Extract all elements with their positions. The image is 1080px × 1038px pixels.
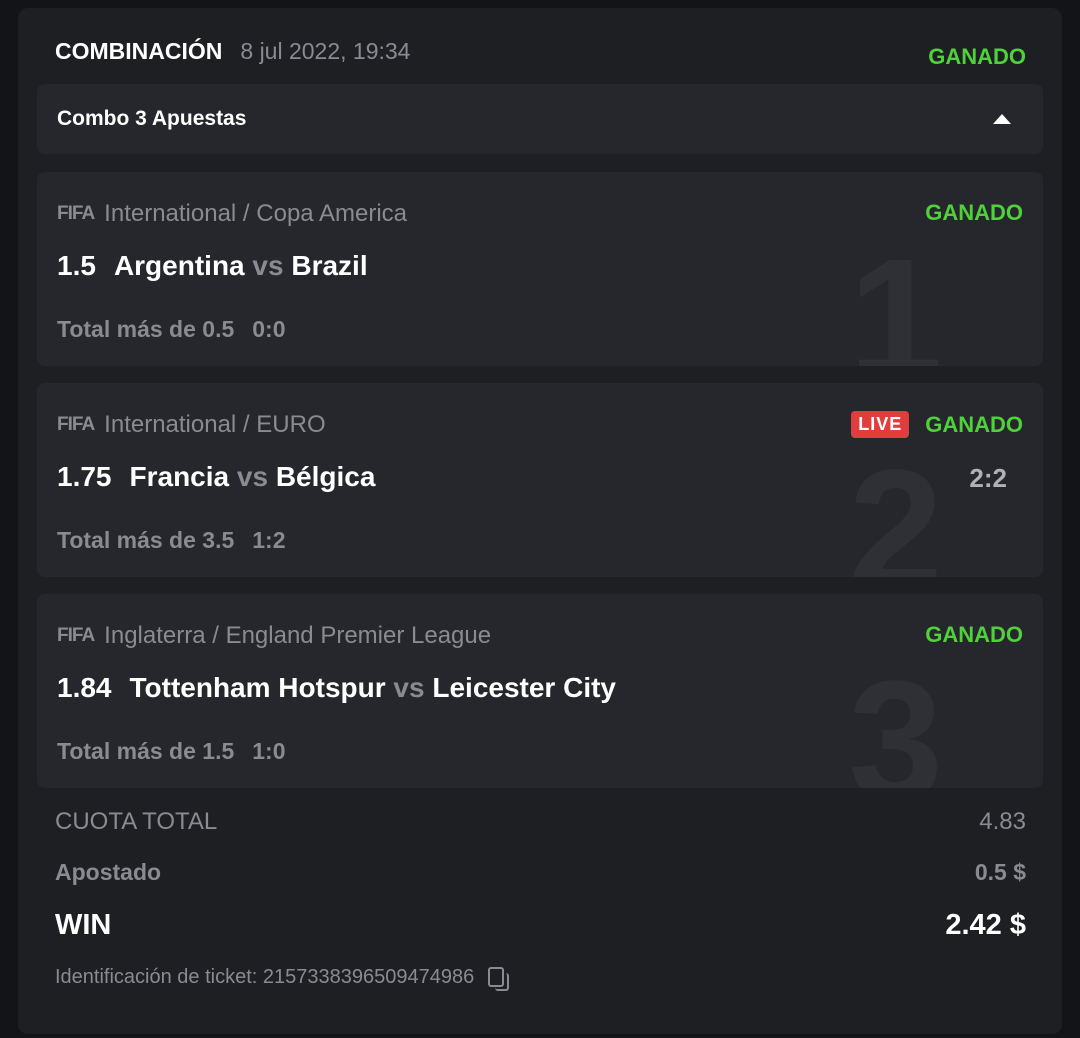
- market-score: 0:0: [252, 316, 286, 342]
- bet-index: 3: [848, 656, 943, 788]
- win-row: WIN 2.42 $: [55, 909, 1026, 942]
- market: Total más de 1.5: [57, 738, 235, 764]
- ticket-id-text: Identificación de ticket: 21573383965094…: [55, 966, 475, 988]
- vs-label: vs: [252, 250, 284, 281]
- bet-item: 2 FIFA International / EURO LIVE GANADO 2:…: [37, 383, 1043, 577]
- odds: 1.84: [57, 672, 112, 703]
- staked-label: Apostado: [55, 859, 162, 885]
- fifa-logo-icon: FIFA: [57, 625, 95, 646]
- away-team: Leicester City: [432, 672, 616, 703]
- bet-index: 2: [848, 445, 943, 577]
- total-odds-value: 4.83: [979, 808, 1026, 835]
- league: International / EURO: [104, 411, 326, 438]
- total-odds-row: CUOTA TOTAL 4.83: [55, 808, 1026, 836]
- win-label: WIN: [55, 909, 112, 941]
- vs-label: vs: [393, 672, 425, 703]
- league: Inglaterra / England Premier League: [104, 622, 492, 649]
- ticket-status: GANADO: [928, 44, 1026, 69]
- home-team: Tottenham Hotspur: [129, 672, 386, 703]
- home-team: Francia: [129, 461, 230, 492]
- live-badge: LIVE: [851, 411, 910, 438]
- match: 1.75 Francia vs Bélgica: [57, 461, 375, 493]
- bet-datetime: 8 jul 2022, 19:34: [240, 38, 411, 64]
- ticket-header: COMBINACIÓN 8 jul 2022, 19:34: [55, 38, 410, 65]
- odds: 1.5: [57, 250, 96, 281]
- market-score: 1:2: [252, 527, 286, 553]
- match: 1.84 Tottenham Hotspur vs Leicester City: [57, 672, 616, 704]
- bet-status: GANADO: [925, 200, 1023, 225]
- away-team: Brazil: [291, 250, 368, 281]
- bet-status: GANADO: [925, 622, 1023, 647]
- bet-status: GANADO: [925, 411, 1023, 437]
- fifa-logo-icon: FIFA: [57, 414, 95, 435]
- ticket-id: Identificación de ticket: 21573383965094…: [55, 966, 510, 991]
- fifa-logo-icon: FIFA: [57, 203, 95, 224]
- total-odds-label: CUOTA TOTAL: [55, 808, 218, 835]
- match: 1.5 Argentina vs Brazil: [57, 250, 368, 282]
- combo-toggle[interactable]: Combo 3 Apuestas: [37, 84, 1043, 154]
- vs-label: vs: [236, 461, 269, 492]
- caret-up-icon: [993, 114, 1011, 124]
- bet-type-title: COMBINACIÓN: [55, 38, 223, 64]
- live-score: 2:2: [969, 463, 1007, 493]
- win-value: 2.42 $: [945, 909, 1026, 941]
- bet-item: 3 FIFA Inglaterra / England Premier Leagu…: [37, 594, 1043, 788]
- market: Total más de 3.5: [57, 527, 235, 553]
- odds: 1.75: [57, 461, 112, 492]
- bet-index: 1: [848, 234, 943, 366]
- combo-label: Combo 3 Apuestas: [57, 107, 247, 130]
- copy-icon[interactable]: [488, 966, 510, 991]
- bet-item: 1 FIFA International / Copa America GANAD…: [37, 172, 1043, 366]
- staked-row: Apostado 0.5 $: [55, 859, 1026, 886]
- away-team: Bélgica: [275, 461, 376, 492]
- staked-value: 0.5 $: [974, 859, 1026, 885]
- league: International / Copa America: [104, 200, 408, 227]
- bet-ticket-card: COMBINACIÓN 8 jul 2022, 19:34 GANADO Com…: [18, 8, 1062, 1034]
- home-team: Argentina: [113, 250, 245, 281]
- market-score: 1:0: [252, 738, 286, 764]
- market: Total más de 0.5: [57, 316, 235, 342]
